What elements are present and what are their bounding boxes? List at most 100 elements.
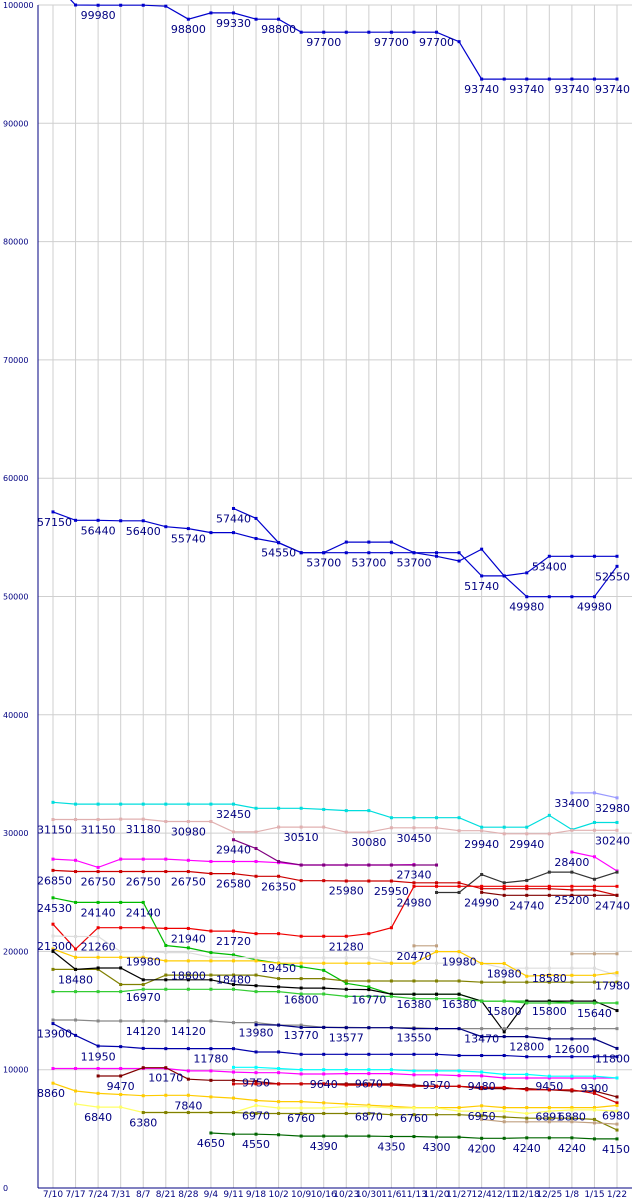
data-label: 15800 [487,1005,522,1018]
data-label: 4240 [513,1142,541,1155]
data-point [164,951,168,955]
data-point [435,961,439,965]
data-label: 26580 [216,878,251,891]
data-point [141,3,145,7]
data-point [141,1066,145,1070]
data-point [277,1111,281,1115]
data-point [592,77,596,81]
series-12 [51,884,619,951]
data-point [277,985,281,989]
data-point [164,1093,168,1097]
data-point [570,1027,574,1031]
data-point [367,1068,371,1072]
data-point [254,973,258,977]
data-point [457,1084,461,1088]
data-point [367,1052,371,1056]
data-label: 6891 [535,1110,563,1123]
data-point [435,944,439,948]
data-label: 26850 [37,874,72,887]
data-point [367,30,371,34]
data-point [592,791,596,795]
data-label: 13980 [239,1027,274,1040]
data-label: 13900 [37,1028,72,1041]
data-label: 16770 [351,994,386,1007]
data-point [322,956,326,960]
data-point [209,1019,213,1023]
data-point [186,17,190,21]
data-point [570,828,574,832]
data-point [480,873,484,877]
data-point [186,1069,190,1073]
data-point [209,11,213,15]
data-label: 49980 [577,601,612,614]
data-point [367,988,371,992]
x-tick-label: 12/4 [472,1190,492,1200]
data-point [615,1027,619,1031]
data-point [277,1100,281,1104]
data-point [547,884,551,888]
data-point [615,1128,619,1132]
data-point [480,1117,484,1121]
data-point [592,1027,596,1031]
data-point [74,817,78,821]
data-point [457,950,461,954]
data-point [547,1088,551,1092]
data-point [322,1106,326,1110]
data-label: 53700 [306,557,341,570]
series-line [233,1083,618,1104]
data-point [592,999,596,1003]
data-point [547,1120,551,1124]
data-point [209,929,213,933]
data-point [344,540,348,544]
x-tick-label: 11/20 [424,1190,450,1200]
data-point [164,987,168,991]
data-point [592,1055,596,1059]
series-line [233,839,437,866]
data-label: 51740 [464,580,499,593]
data-point [299,992,303,996]
data-point [547,832,551,836]
data-point [277,961,281,965]
data-point [51,510,55,514]
data-point [435,950,439,954]
data-point [74,934,78,938]
data-point [570,850,574,854]
data-point [74,1018,78,1022]
data-point [525,966,529,970]
data-point [457,551,461,555]
data-point [570,884,574,888]
data-point [119,1093,123,1097]
data-point [435,1052,439,1056]
data-point [547,595,551,599]
data-point [412,1106,416,1110]
data-point [164,959,168,963]
data-point [435,1069,439,1073]
data-point [547,1074,551,1078]
data-label: 21260 [81,940,116,953]
data-point [480,829,484,833]
data-label: 97700 [374,36,409,49]
data-label: 29940 [464,838,499,851]
data-point [209,987,213,991]
data-label: 31150 [37,823,72,836]
data-point [367,1103,371,1107]
data-point [277,17,281,21]
data-point [435,30,439,34]
data-point [254,874,258,878]
data-label: 9480 [468,1080,496,1093]
data-label: 4350 [377,1141,405,1154]
data-label: 30980 [171,826,206,839]
data-point [322,992,326,996]
data-point [231,1096,235,1100]
series-line [52,511,617,577]
data-label: 11780 [193,1053,228,1066]
data-point [457,40,461,44]
data-point [435,979,439,983]
data-point [209,1131,213,1135]
data-point [412,863,416,867]
series-7 [231,838,439,867]
data-label: 24740 [595,899,630,912]
data-point [96,802,100,806]
data-point [592,1074,596,1078]
data-point [570,870,574,874]
